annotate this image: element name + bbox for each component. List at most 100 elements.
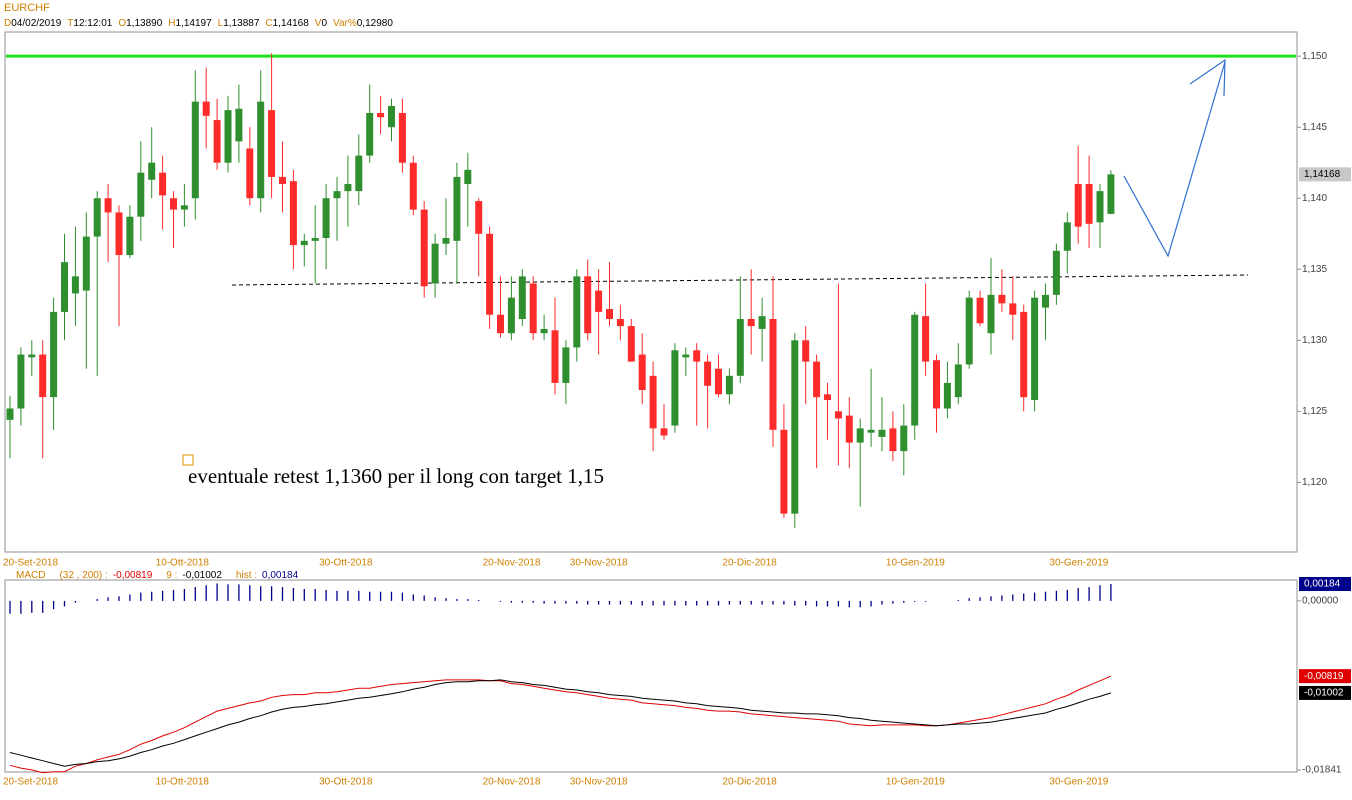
legend-value: -0,01002 bbox=[182, 570, 222, 581]
candle-body bbox=[769, 318, 777, 430]
candle-body bbox=[976, 297, 984, 324]
candle-body bbox=[497, 314, 504, 334]
candle-body bbox=[93, 198, 101, 237]
last-value-box bbox=[1299, 669, 1351, 684]
header-key: H bbox=[168, 18, 175, 29]
x-tick-label: 30-Ott-2018 bbox=[319, 777, 373, 788]
legend-title: MACD bbox=[16, 570, 45, 581]
y-tick-label: -0,01841 bbox=[1302, 765, 1342, 776]
legend-value: -0,00819 bbox=[113, 570, 153, 581]
y-tick-label: 1,135 bbox=[1302, 264, 1327, 275]
candle-body bbox=[878, 429, 886, 437]
candle-body bbox=[475, 201, 483, 234]
candle-body bbox=[28, 354, 36, 358]
candle-body bbox=[464, 169, 472, 185]
candle-body bbox=[279, 176, 286, 185]
candle-body bbox=[660, 428, 668, 436]
arrow-head bbox=[1189, 58, 1226, 97]
candle-body bbox=[638, 354, 646, 391]
header-value: 1,13890 bbox=[126, 18, 163, 29]
candle-body bbox=[780, 429, 788, 514]
candle-body bbox=[649, 375, 657, 429]
candle-body bbox=[671, 350, 679, 426]
annotation-text: eventuale retest 1,1360 per il long con … bbox=[188, 464, 604, 488]
candle-body bbox=[115, 212, 123, 256]
x-tick-label: 30-Gen-2019 bbox=[1049, 558, 1108, 569]
candle-body bbox=[693, 350, 701, 362]
candle-body bbox=[682, 354, 690, 358]
candle-body bbox=[834, 411, 842, 419]
candle-body bbox=[39, 354, 47, 398]
y-tick-label: 1,150 bbox=[1302, 51, 1327, 62]
macd-panel bbox=[4, 579, 1298, 773]
candle-body bbox=[126, 216, 134, 256]
candle-body bbox=[6, 408, 14, 420]
legend-value: 0,00184 bbox=[262, 570, 299, 581]
header-value: 1,14197 bbox=[176, 18, 213, 29]
candle-body bbox=[366, 112, 374, 156]
header-value: 04/02/2019 bbox=[11, 18, 61, 29]
candle-body bbox=[300, 240, 308, 246]
last-value-label: 0,00184 bbox=[1304, 579, 1341, 590]
legend-name: hist : bbox=[236, 570, 257, 581]
candle-body bbox=[540, 328, 548, 334]
header-key: Var% bbox=[333, 18, 357, 29]
macd-line bbox=[9, 679, 1112, 767]
candle-body bbox=[344, 184, 352, 192]
y-tick-label: 1,140 bbox=[1302, 193, 1327, 204]
header-key: T bbox=[67, 18, 73, 29]
candle-body bbox=[1107, 174, 1115, 214]
y-tick-label: 1,130 bbox=[1302, 335, 1327, 346]
last-value-box bbox=[1299, 685, 1351, 700]
macd-legend: MACD (32 , 200) : -0,00819 9 : -0,01002 hist … bbox=[16, 570, 299, 581]
candle-body bbox=[170, 198, 177, 210]
candle-body bbox=[627, 326, 635, 362]
candle-body bbox=[17, 354, 25, 409]
candle-body bbox=[856, 428, 864, 443]
y-tick-label: 1,125 bbox=[1302, 406, 1327, 417]
candle-body bbox=[159, 172, 167, 196]
candle-body bbox=[507, 297, 515, 334]
x-tick-label: 20-Set-2018 bbox=[3, 558, 58, 569]
candle-body bbox=[398, 112, 406, 163]
header-key: C bbox=[265, 18, 272, 29]
last-value-box bbox=[1299, 577, 1351, 591]
header-key: V bbox=[315, 18, 322, 29]
candle-body bbox=[606, 309, 613, 319]
candle-body bbox=[747, 318, 755, 327]
candle-body bbox=[50, 311, 58, 398]
candle-body bbox=[562, 347, 570, 383]
support-trendline bbox=[231, 274, 1249, 286]
projection-arrow bbox=[1123, 61, 1226, 258]
candle-body bbox=[333, 191, 341, 199]
candle-body bbox=[224, 110, 232, 163]
candle-body bbox=[388, 105, 395, 128]
candle-body bbox=[933, 360, 940, 409]
header-key: D bbox=[4, 18, 11, 29]
x-tick-label: 10-Ott-2018 bbox=[156, 777, 210, 788]
candle-body bbox=[802, 340, 810, 362]
x-tick-label: 30-Nov-2018 bbox=[570, 558, 628, 569]
candle-body bbox=[998, 294, 1006, 304]
x-tick-label: 10-Gen-2019 bbox=[886, 558, 945, 569]
candle-body bbox=[1020, 311, 1028, 398]
candle-body bbox=[431, 243, 439, 284]
header-value: 0 bbox=[321, 18, 327, 29]
candle-body bbox=[377, 112, 385, 118]
price-panel bbox=[4, 31, 1298, 553]
x-tick-label: 30-Ott-2018 bbox=[319, 558, 373, 569]
header-value: 1,14168 bbox=[273, 18, 310, 29]
candle-body bbox=[180, 205, 188, 210]
candle-body bbox=[420, 209, 428, 287]
candle-body bbox=[900, 425, 908, 452]
candle-body bbox=[246, 148, 254, 199]
candle-body bbox=[704, 361, 712, 386]
x-tick-label: 20-Dic-2018 bbox=[722, 777, 777, 788]
candle-body bbox=[791, 340, 799, 514]
x-tick-label: 10-Ott-2018 bbox=[156, 558, 210, 569]
candle-body bbox=[889, 428, 897, 452]
candle-body bbox=[616, 318, 624, 327]
candle-body bbox=[191, 101, 199, 199]
candle-body bbox=[137, 172, 145, 217]
